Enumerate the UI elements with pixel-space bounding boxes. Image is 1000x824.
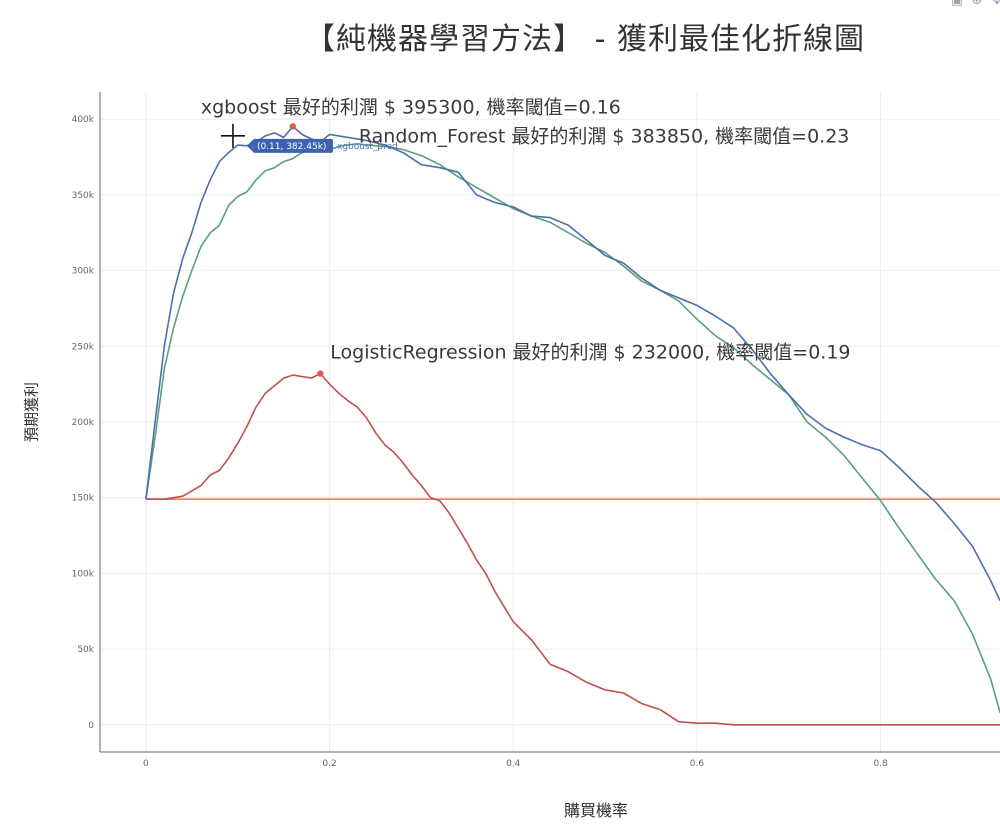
zoom-icon[interactable]: ⊕ bbox=[971, 0, 983, 8]
series-line-LogisticRegression bbox=[145, 372, 1000, 726]
chart-title-text: 【純機器學習方法】 - 獲利最佳化折線圖 bbox=[305, 22, 865, 57]
x-axis-label: 購買機率 bbox=[563, 801, 629, 820]
pan-icon[interactable]: ✥ bbox=[991, 0, 1000, 8]
y-tick-label: 200k bbox=[72, 418, 95, 428]
max-point-marker bbox=[289, 123, 297, 130]
series-lines bbox=[145, 125, 1000, 726]
tooltip-box bbox=[252, 138, 333, 153]
x-tick-label: 0.8 bbox=[873, 759, 888, 769]
series-line-Random_Forest bbox=[145, 142, 1000, 713]
x-tick-label: 0.6 bbox=[690, 759, 705, 769]
series-line-xgboost_pred bbox=[145, 125, 1000, 601]
y-tick-label: 250k bbox=[72, 342, 95, 352]
axes: 0 50k 100k 150k 200k 250k 300k 350k 400k 0 0.2 0.4 0… bbox=[72, 92, 1000, 769]
y-tick-label: 400k bbox=[72, 115, 95, 125]
y-tick-label: 0 bbox=[88, 721, 94, 731]
y-tick-label: 350k bbox=[72, 191, 95, 201]
annotation-text: Random_Forest 最好的利潤 $ 383850, 機率閾值=0.23 bbox=[359, 126, 850, 148]
tooltip-series: xgboost_pred bbox=[337, 142, 398, 152]
annotations: xgboost 最好的利潤 $ 395300, 機率閾值=0.16 Random_… bbox=[201, 96, 851, 363]
tooltip-pointer bbox=[246, 139, 253, 152]
chart-title: 【純機器學習方法】 - 獲利最佳化折線圖 bbox=[0, 14, 1000, 58]
x-tick-label: 0 bbox=[143, 759, 149, 769]
x-tick-label: 0.2 bbox=[322, 759, 336, 769]
y-tick-label: 150k bbox=[72, 494, 95, 504]
y-tick-label: 300k bbox=[72, 267, 95, 277]
tooltip-value: (0.11, 382.45k) bbox=[257, 142, 327, 152]
hover-tooltip: (0.11, 382.45k) xgboost_pred bbox=[220, 123, 398, 153]
y-tick-label: 50k bbox=[77, 645, 94, 655]
grid bbox=[100, 92, 1000, 752]
x-tick-label: 0.4 bbox=[506, 759, 521, 769]
max-point-marker bbox=[317, 370, 324, 377]
annotation-text: xgboost 最好的利潤 $ 395300, 機率閾值=0.16 bbox=[201, 96, 621, 118]
y-tick-label: 100k bbox=[72, 569, 95, 579]
modebar: ▣ ⊕ ✥ bbox=[950, 0, 1000, 8]
camera-icon[interactable]: ▣ bbox=[950, 0, 964, 8]
annotation-text: LogisticRegression 最好的利潤 $ 232000, 機率閾值=… bbox=[330, 342, 850, 364]
markers bbox=[289, 123, 324, 377]
